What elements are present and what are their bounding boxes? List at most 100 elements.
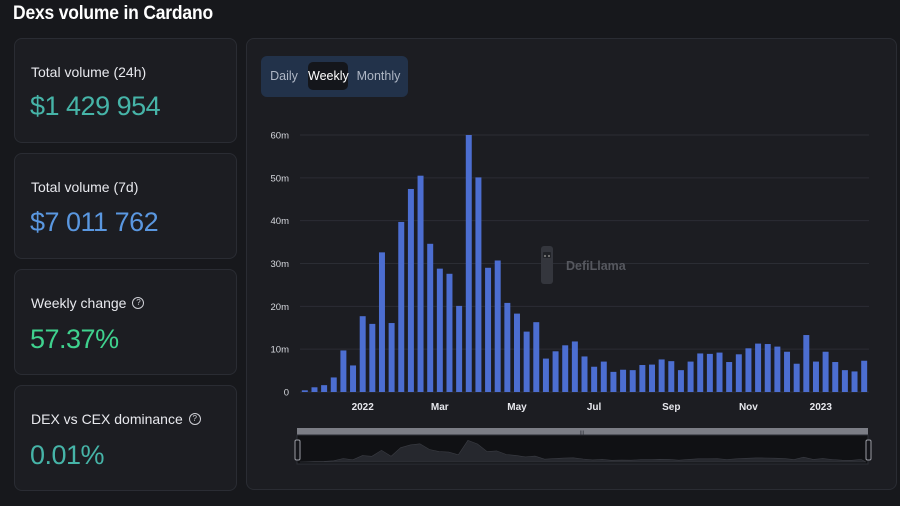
bar[interactable] xyxy=(340,350,347,392)
bar[interactable] xyxy=(851,371,858,392)
bar[interactable] xyxy=(542,358,549,392)
bar[interactable] xyxy=(494,260,501,393)
stat-label: Total volume (24h) xyxy=(31,64,147,80)
bar[interactable] xyxy=(427,243,434,392)
bar[interactable] xyxy=(571,341,578,392)
bar[interactable] xyxy=(591,366,598,392)
bar[interactable] xyxy=(523,331,530,392)
chart-gridlines xyxy=(300,134,869,393)
bar[interactable] xyxy=(745,348,752,392)
x-tick-label: 2023 xyxy=(810,402,833,413)
stat-value: 57.37% xyxy=(30,324,119,354)
bar[interactable] xyxy=(514,313,520,392)
bar[interactable] xyxy=(485,267,492,392)
stat-card-weekly-change: Weekly change? 57.37% xyxy=(14,269,237,375)
help-icon[interactable]: ? xyxy=(188,413,201,425)
help-icon[interactable]: ? xyxy=(132,297,145,309)
bar[interactable] xyxy=(562,345,569,392)
stat-card-volume-7d: Total volume (7d) $7 011 762 xyxy=(14,153,237,259)
bar[interactable] xyxy=(716,352,723,392)
bar[interactable] xyxy=(841,370,848,392)
tab-daily[interactable]: Daily xyxy=(270,69,298,83)
llama-logo-icon xyxy=(541,246,553,284)
x-axis-tick-labels: 2022 Mar May Jul Sep Nov 2023 xyxy=(352,402,833,413)
stat-value: $7 011 762 xyxy=(30,207,159,237)
stat-label: DEX vs CEX dominance? xyxy=(31,411,201,427)
bar[interactable] xyxy=(369,323,376,392)
bar[interactable] xyxy=(398,221,405,392)
bar[interactable] xyxy=(465,135,472,392)
bar[interactable] xyxy=(301,390,308,392)
bar[interactable] xyxy=(812,361,819,392)
bar[interactable] xyxy=(784,351,791,392)
tab-monthly[interactable]: Monthly xyxy=(356,69,401,83)
bar[interactable] xyxy=(378,252,385,392)
bar[interactable] xyxy=(639,365,646,392)
stat-value: $1 429 954 xyxy=(30,91,161,121)
bar[interactable] xyxy=(533,322,540,392)
bar[interactable] xyxy=(687,361,694,392)
bar[interactable] xyxy=(436,268,443,392)
bar[interactable] xyxy=(456,305,463,392)
y-tick-label: 60m xyxy=(271,131,290,142)
page-title: Dexs volume in Cardano xyxy=(13,3,213,24)
bar[interactable] xyxy=(610,371,617,392)
brush-preview-area xyxy=(299,440,867,463)
bar[interactable] xyxy=(822,351,829,392)
bar[interactable] xyxy=(677,370,684,392)
bar[interactable] xyxy=(726,362,733,392)
bar[interactable] xyxy=(803,335,810,392)
bar[interactable] xyxy=(388,323,395,392)
bar[interactable] xyxy=(311,387,318,392)
defillama-watermark: DefiLlama xyxy=(541,246,627,284)
bar[interactable] xyxy=(764,344,771,392)
brush-right-handle[interactable] xyxy=(865,439,872,461)
range-brush[interactable]: III xyxy=(294,428,872,465)
bar[interactable] xyxy=(581,356,588,392)
bar[interactable] xyxy=(793,363,800,392)
bar[interactable] xyxy=(321,385,328,392)
watermark-text: DefiLlama xyxy=(566,259,627,273)
bar[interactable] xyxy=(774,346,781,392)
y-tick-label: 40m xyxy=(271,216,290,227)
y-tick-label: 50m xyxy=(271,173,290,184)
bar[interactable] xyxy=(417,175,424,392)
bar[interactable] xyxy=(350,365,357,392)
bar[interactable] xyxy=(407,188,414,392)
bar[interactable] xyxy=(620,369,627,392)
bar[interactable] xyxy=(832,362,839,392)
bar[interactable] xyxy=(504,302,511,392)
stat-card-volume-24h: Total volume (24h) $1 429 954 xyxy=(14,38,237,143)
x-tick-label: Nov xyxy=(739,402,758,413)
y-tick-label: 10m xyxy=(271,345,290,356)
y-axis-tick-labels: 0 10m 20m 30m 40m 50m 60m xyxy=(271,131,290,399)
x-tick-label: Jul xyxy=(587,402,602,413)
bar[interactable] xyxy=(697,353,704,392)
bar[interactable] xyxy=(755,343,762,392)
stat-card-dex-cex-dominance: DEX vs CEX dominance? 0.01% xyxy=(14,385,237,491)
bar[interactable] xyxy=(629,370,636,392)
bar[interactable] xyxy=(658,359,665,392)
bar[interactable] xyxy=(359,316,366,392)
bar[interactable] xyxy=(668,361,675,392)
brush-left-handle[interactable] xyxy=(294,439,301,461)
bar[interactable] xyxy=(600,361,607,392)
x-tick-label: Sep xyxy=(662,402,680,413)
bar[interactable] xyxy=(475,177,482,392)
bar[interactable] xyxy=(446,273,453,392)
stat-value: 0.01% xyxy=(30,440,105,470)
bar[interactable] xyxy=(706,353,713,392)
bar[interactable] xyxy=(649,364,655,392)
y-tick-label: 20m xyxy=(271,302,290,313)
brush-grip-icon: III xyxy=(580,431,584,437)
bar[interactable] xyxy=(552,351,559,392)
brush-track[interactable] xyxy=(297,428,868,435)
bar[interactable] xyxy=(330,377,337,392)
tab-weekly[interactable]: Weekly xyxy=(308,62,349,90)
x-tick-label: 2022 xyxy=(352,402,375,413)
bar[interactable] xyxy=(861,360,868,392)
y-tick-label: 0 xyxy=(284,388,289,399)
chart-bars xyxy=(301,135,868,393)
bar[interactable] xyxy=(735,354,742,392)
